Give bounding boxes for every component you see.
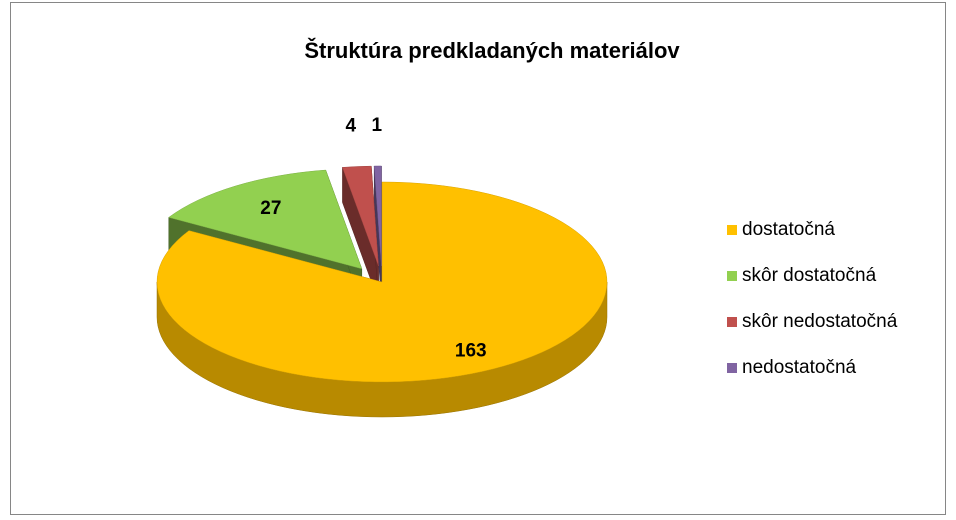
legend-swatch: [727, 225, 737, 235]
value-label: 163: [455, 341, 487, 362]
legend-label: dostatočná: [742, 219, 835, 240]
pie-slice: [342, 165, 379, 267]
legend-swatch: [727, 271, 737, 281]
pie-slice: [168, 169, 363, 270]
pie-slice: [156, 181, 608, 383]
pie-tops: [156, 165, 608, 383]
pie-slice: [373, 165, 382, 267]
legend-label: skôr dostatočná: [742, 265, 877, 286]
legend-label: skôr nedostatočná: [742, 311, 898, 332]
chart-title: Štruktúra predkladaných materiálov: [304, 38, 680, 63]
value-label: 4: [345, 116, 356, 137]
legend-label: nedostatočná: [742, 357, 857, 378]
pie: [156, 165, 608, 418]
legend-swatch: [727, 363, 737, 373]
legend-swatch: [727, 317, 737, 327]
value-label: 1: [371, 115, 382, 136]
value-label: 27: [260, 198, 281, 219]
